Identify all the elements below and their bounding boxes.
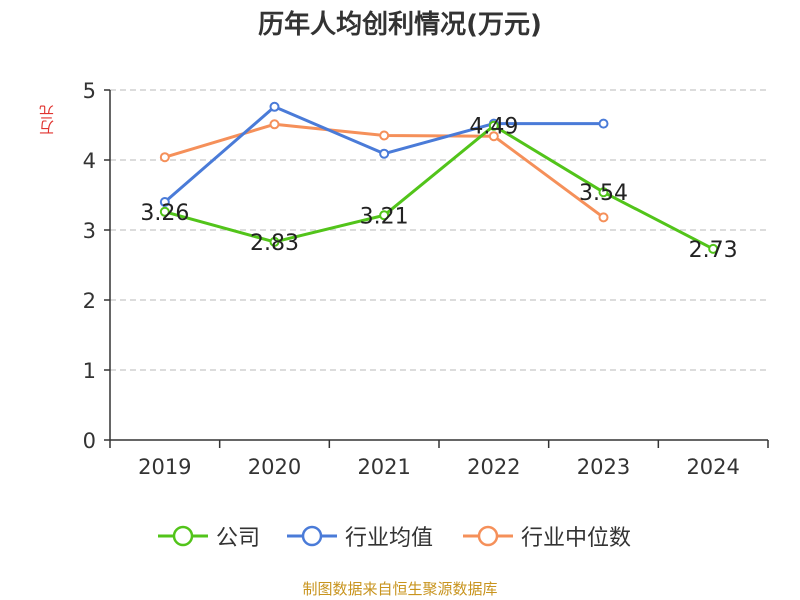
- data-point: [379, 210, 390, 221]
- legend-marker: [463, 525, 513, 547]
- y-tick-label: 5: [83, 79, 96, 103]
- legend-item: 公司: [158, 520, 260, 552]
- x-tick-label: 2020: [248, 455, 301, 479]
- data-point: [379, 130, 390, 141]
- data-point: [379, 148, 390, 159]
- legend: 公司 行业均值 行业中位数: [0, 520, 800, 554]
- legend-label: 行业中位数: [521, 526, 632, 551]
- data-point: [488, 131, 499, 142]
- data-label: 2.83: [250, 231, 299, 256]
- data-point: [598, 187, 609, 198]
- legend-marker: [287, 525, 337, 547]
- x-tick-label: 2019: [138, 455, 191, 479]
- data-point: [159, 197, 170, 207]
- data-label: 4.49: [469, 115, 518, 140]
- data-point: [269, 119, 280, 130]
- data-point: [269, 236, 280, 247]
- legend-label: 公司: [216, 526, 261, 551]
- data-label: 3.26: [140, 201, 189, 226]
- y-tick-label: 2: [83, 289, 96, 313]
- x-tick-label: 2023: [577, 455, 630, 479]
- y-tick-label: 0: [83, 429, 96, 453]
- data-source-note: 制图数据来自恒生聚源数据库: [302, 580, 498, 598]
- data-point: [159, 206, 170, 217]
- legend-item: 行业均值: [287, 520, 433, 552]
- series-line-0: [164, 124, 714, 251]
- data-label: 3.54: [579, 181, 628, 206]
- y-tick-label: 4: [83, 149, 96, 173]
- data-point: [269, 101, 280, 112]
- legend-label: 行业均值: [345, 526, 434, 551]
- chart-title: 历年人均创利情况(万元): [258, 10, 542, 40]
- data-point: [159, 152, 170, 163]
- data-label: 2.73: [689, 238, 738, 263]
- x-tick-label: 2024: [686, 455, 739, 479]
- data-point: [708, 243, 719, 254]
- data-point: [488, 120, 499, 131]
- legend-item: 行业中位数: [463, 520, 631, 552]
- y-tick-label: 1: [83, 359, 96, 383]
- data-point: [598, 212, 609, 223]
- y-tick-label: 3: [83, 219, 96, 243]
- x-tick-label: 2021: [357, 455, 410, 479]
- data-point: [598, 118, 609, 129]
- data-label: 3.21: [360, 204, 409, 229]
- x-tick-label: 2022: [467, 455, 520, 479]
- legend-marker: [158, 525, 208, 547]
